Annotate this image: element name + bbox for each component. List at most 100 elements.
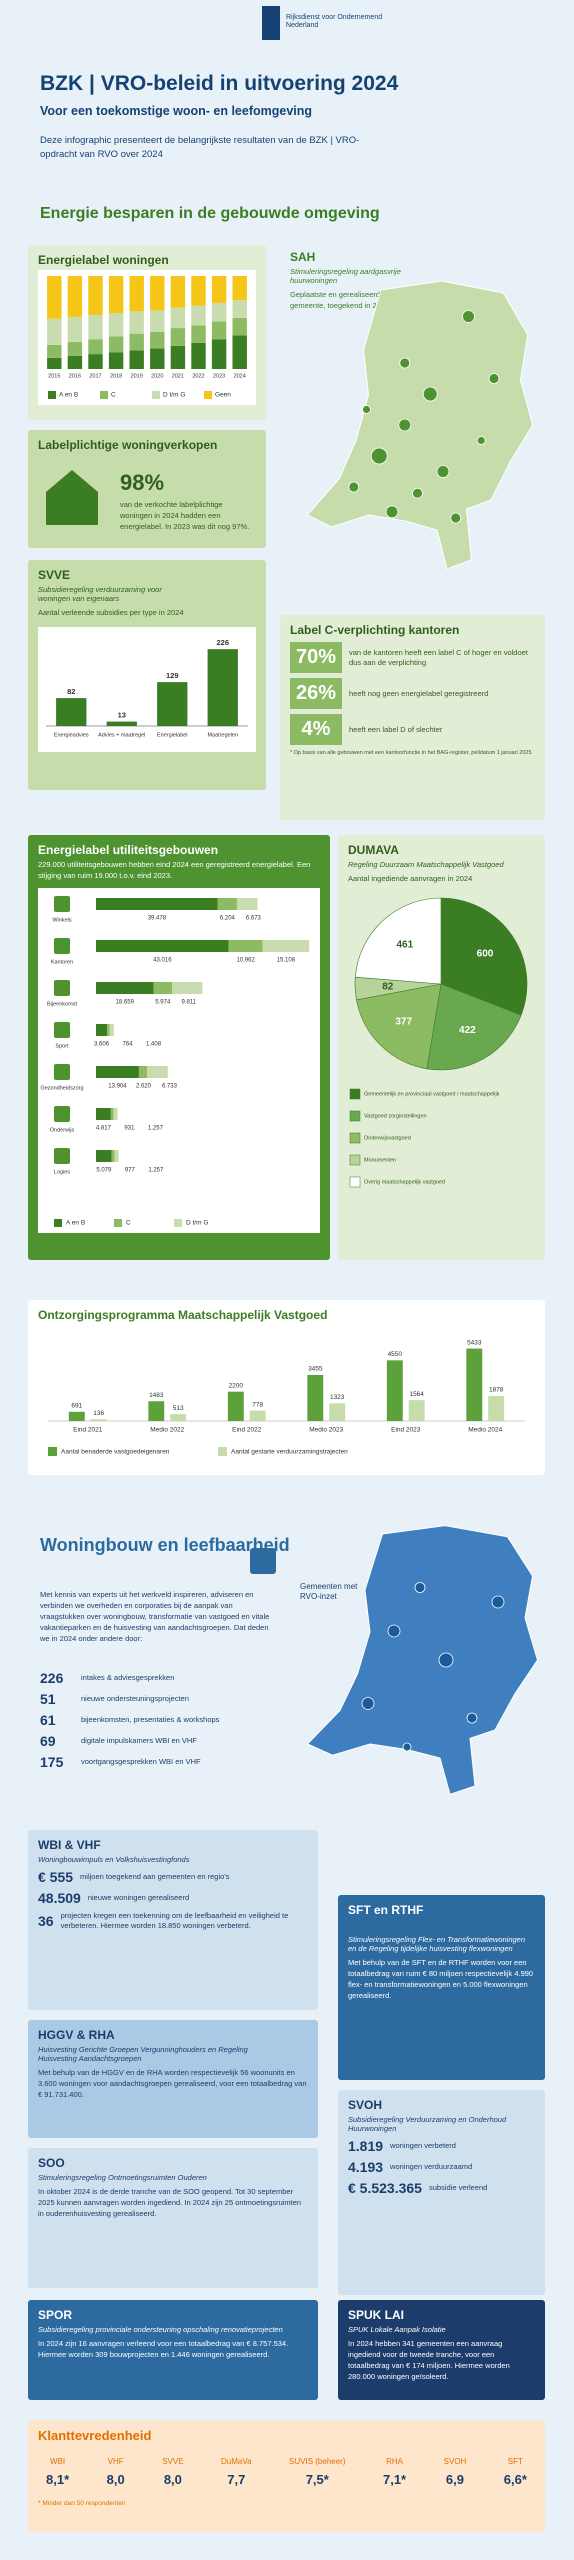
score-value: 7,7 <box>227 2472 246 2487</box>
y-tick-label: Kantoren <box>51 959 73 965</box>
card-text: Met behulp van de HGGV en de RHA worden … <box>38 2068 307 2099</box>
item-text: projecten kregen een toekenning om de le… <box>60 1911 289 1930</box>
value-label: 43.016 <box>153 957 172 963</box>
map-dot <box>422 386 438 402</box>
y-tick-label: Gezondheidszorg <box>40 1085 83 1091</box>
score-label: SVVE <box>162 2457 184 2466</box>
item-text: bijeenkomsten, presentaties & workshops <box>81 1715 220 1725</box>
x-tick-label: 2017 <box>89 373 101 379</box>
legend-swatch <box>349 1176 361 1188</box>
bar-segment <box>138 1065 147 1078</box>
x-tick-label: 2018 <box>110 373 122 379</box>
bar-segment <box>211 321 227 340</box>
legend-label: D t/m G <box>186 1219 208 1226</box>
legend-swatch <box>218 1447 227 1456</box>
value-label: 1.257 <box>148 1125 164 1131</box>
bar-segment <box>150 331 165 349</box>
bar-segment <box>96 1023 108 1036</box>
score-value: 7,5* <box>305 2472 329 2487</box>
legend-swatch <box>100 391 108 399</box>
map-label: Gemeenten met RVO-inzet <box>300 1582 358 1602</box>
category-icon <box>54 1105 70 1122</box>
card-title: SPUK LAI <box>348 2308 405 2322</box>
bar <box>386 1360 403 1421</box>
bar <box>148 1401 165 1421</box>
x-tick-label: Medio 2022 <box>150 1427 184 1434</box>
bar-segment <box>67 355 83 369</box>
card-subtitle: Subsidieregeling Verduurzaming en Onderh… <box>348 2115 507 2133</box>
bar <box>488 1395 505 1421</box>
legend-swatch <box>48 391 56 399</box>
value-label: 6.733 <box>162 1083 178 1089</box>
bar-segment <box>114 1149 119 1162</box>
legend-swatch <box>152 391 160 399</box>
bar <box>157 682 188 726</box>
legend-label: D t/m G <box>163 392 185 399</box>
energylabel-card: Energielabel woningen 2015 2016 2017 2018 20… <box>28 245 266 420</box>
card-title: SPOR <box>38 2308 73 2322</box>
map-dot <box>370 447 388 465</box>
utiliteit-card: Energielabel utiliteitsgebouwen 229.000 … <box>28 835 330 1260</box>
value-label: 931 <box>124 1125 135 1131</box>
chart: 82 Energieadvies 13 Advies + maatregel 129 En… <box>38 626 256 752</box>
item-row: 51 nieuwe ondersteuningsprojecten <box>40 1691 300 1707</box>
legend-label: Aantal benaderde vastgoedeigenaren <box>61 1449 170 1456</box>
legend-swatch <box>174 1218 182 1227</box>
bar-segment <box>129 311 144 334</box>
item-row: 175 voortgangsgesprekken WBI en VHF <box>40 1754 300 1770</box>
legend-label: Vastgoed zorginstellingen <box>364 1113 427 1119</box>
item-value: 61 <box>40 1712 56 1728</box>
bar-segment <box>150 348 165 369</box>
bar-segment <box>96 897 218 910</box>
chart-title: Ontzorgingsprogramma Maatschappelijk Vas… <box>38 1308 328 1322</box>
satisfaction-card: Klanttevredenheid WBI 8,1* VHF 8,0 SVVE 8,0 Du… <box>28 2420 545 2532</box>
section-heading: Energie besparen in de gebouwde omgeving <box>40 205 380 222</box>
card-text: van de verkochte labelplichtige woningen… <box>120 500 250 531</box>
legend-label: A en B <box>66 1219 85 1226</box>
title: BZK | VRO-beleid in uitvoering 2024 <box>40 72 399 95</box>
card-text: Met behulp van de SFT en de RTHF worden … <box>348 1958 534 2000</box>
item-value: 70% <box>290 642 342 673</box>
bar-segment <box>67 316 83 343</box>
legend-swatch <box>349 1132 361 1144</box>
bar <box>408 1400 425 1421</box>
x-tick-label: 2022 <box>192 373 204 379</box>
pie-slice <box>440 897 528 1016</box>
score-item: VHF 8,0 <box>107 2457 125 2487</box>
bar-segment <box>108 313 124 337</box>
legend-swatch <box>114 1218 122 1227</box>
bar <box>249 1410 266 1421</box>
card-text: In 2024 zijn 16 aanvragen verleend voor … <box>38 2339 289 2359</box>
big-value: 98% <box>120 470 165 495</box>
sft-card: SFT en RTHF Stimuleringsregeling Flex- e… <box>338 1895 545 2080</box>
map-dot <box>402 1742 412 1752</box>
y-tick-label: Onderwijs <box>50 1127 75 1133</box>
x-tick-label: Medio 2023 <box>309 1427 343 1434</box>
bar-segment <box>88 315 103 340</box>
y-tick-label: Logies <box>54 1169 70 1175</box>
x-tick-label: Eind 2021 <box>73 1427 103 1434</box>
bar-segment <box>47 344 62 358</box>
card-title: SOO <box>38 2156 65 2170</box>
card-subtitle: Stimuleringsregeling Flex- en Transforma… <box>348 1935 526 1953</box>
footnote: * Op basis van alle gebouwen met een kan… <box>290 750 532 756</box>
bar-segment <box>67 342 83 356</box>
bar <box>170 1414 187 1421</box>
bar-segment <box>111 1149 115 1162</box>
item-text: intakes & adviesgesprekken <box>81 1673 175 1683</box>
score-item: SVVE 8,0 <box>162 2457 183 2487</box>
card-subtitle: Woningbouwimpuls en Volkshuisvestingfond… <box>38 1855 190 1864</box>
x-tick-label: Advies + maatregel <box>98 732 145 738</box>
bar-segment <box>170 276 186 308</box>
section-heading: Woningbouw en leefbaarheid <box>40 1535 290 1555</box>
value-label: 1564 <box>409 1391 424 1398</box>
map-dot <box>412 487 423 499</box>
bar-segment <box>232 317 247 336</box>
item-value: 4.193 <box>348 2159 384 2175</box>
bar <box>466 1348 483 1421</box>
category-icon <box>54 937 70 954</box>
x-tick-label: 2015 <box>48 373 60 379</box>
score-list: WBI 8,1* VHF 8,0 SVVE 8,0 DuMaVa 7,7 SUVIS (behe… <box>38 2457 535 2487</box>
x-tick-label: 2024 <box>234 373 246 379</box>
card-title: SAH <box>290 250 316 264</box>
